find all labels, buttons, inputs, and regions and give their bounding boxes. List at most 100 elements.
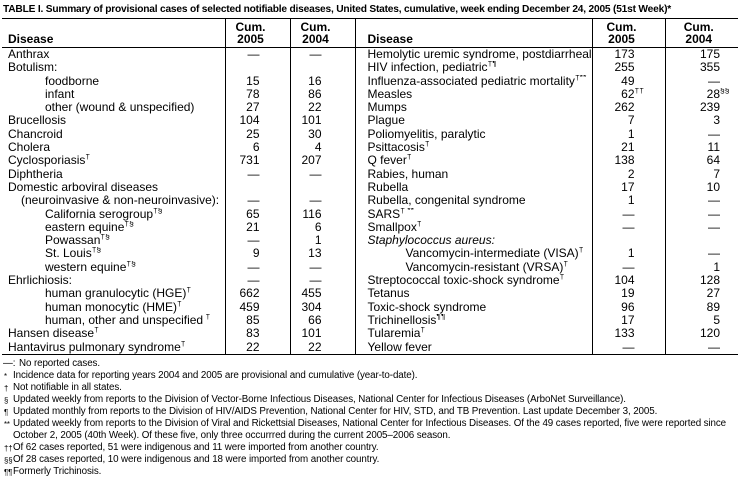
disease-label: Plague — [367, 114, 405, 128]
value: 11 — [707, 141, 720, 155]
value: 138 — [614, 154, 635, 168]
value: 78 — [246, 87, 260, 101]
footnote-reference: †§ — [91, 247, 102, 255]
value-cell — [224, 61, 290, 75]
value-cell — [664, 234, 738, 248]
value: — — [309, 194, 322, 208]
value-cell: 120 — [664, 327, 738, 341]
value-cell: 65 — [224, 207, 290, 221]
footnote-reference: † — [203, 313, 211, 321]
disease-label: Cholera — [8, 141, 51, 155]
footnote-marker: ¶¶ — [4, 467, 13, 477]
value-cell: 83 — [224, 327, 290, 341]
table-body: Anthrax — — Hemolytic uremic syndrome, post… — [2, 47, 738, 355]
value: 2 — [627, 167, 635, 181]
disease-cell: Smallpox† — [354, 220, 592, 235]
value-cell: — — [224, 234, 290, 248]
footnote-marker: †† — [4, 443, 13, 453]
disease-label: Tetanus — [367, 287, 410, 301]
value-cell: 2 — [591, 167, 665, 181]
value-cell: 101 — [289, 327, 355, 341]
value-cell: 64 — [664, 154, 738, 168]
value-cell: 22 — [224, 340, 290, 355]
disease-cell: Cyclosporiasis† — [2, 154, 225, 167]
table-row: Diphtheria — — Rabies, human 2 7 — [2, 167, 738, 181]
table-row: Cyclosporiasis† 731 207 Q fever† 138 64 — [2, 154, 738, 168]
value-cell: 133 — [591, 327, 665, 341]
disease-cell: other (wound & unspecified) — [2, 101, 225, 114]
disease-cell: Streptococcal toxic-shock syndrome† — [354, 274, 592, 288]
value: 104 — [239, 114, 260, 128]
disease-label: Rubella — [367, 180, 409, 194]
column-header-cum-2005-left: Cum. 2005 — [224, 18, 290, 48]
header-row: Disease Cum. 2005 Cum. 2004 Disease Cum.… — [2, 18, 738, 48]
value: — — [309, 167, 322, 181]
footnote-marker: §§ — [4, 455, 13, 465]
value-cell: 13 — [289, 247, 355, 261]
value-cell: 128 — [664, 274, 738, 288]
value: 85 — [246, 313, 260, 327]
value: 22 — [308, 340, 322, 354]
value: 19 — [621, 287, 635, 301]
value-cell: 10 — [664, 180, 738, 195]
footnote-text: Of 62 cases reported, 51 were indigenous… — [13, 441, 379, 453]
value-cell: 89 — [664, 300, 738, 314]
value: 662 — [239, 287, 260, 301]
value-cell: 22 — [289, 101, 355, 115]
disease-label: Rubella, congenital syndrome — [367, 194, 526, 208]
table-row: western equine†§ — — Vancomycin-resistant (… — [2, 260, 738, 275]
value-cell: 104 — [591, 274, 665, 288]
footnote-reference: † — [186, 287, 192, 295]
column-header-cum-2004-right: Cum. 2004 — [664, 18, 738, 48]
disease-cell: California serogroup†§ — [2, 208, 225, 221]
value: — — [309, 47, 322, 61]
table-row: Powassan†§ — 1 Staphylococcus aureus: — [2, 234, 738, 248]
value-cell: — — [664, 194, 738, 208]
disease-label: Toxic-shock syndrome — [367, 300, 487, 314]
disease-label: infant — [45, 87, 75, 101]
value: — — [309, 274, 322, 288]
value-cell: — — [289, 47, 355, 62]
footnote: †† Of 62 cases reported, 51 were indigeno… — [2, 442, 738, 454]
footnote-reference: ¶¶ — [436, 313, 446, 321]
footnote: —: No reported cases. — [2, 358, 738, 370]
value-cell — [591, 234, 665, 248]
value: — — [708, 127, 720, 141]
footnote-text: Of 28 cases reported, 10 were indigenous… — [13, 453, 380, 465]
value: 6 — [314, 220, 322, 234]
value-cell: 49 — [591, 74, 665, 88]
footnote-reference: †¶ — [487, 61, 497, 69]
footnote-reference: † — [563, 260, 569, 268]
table-row: Domestic arboviral diseases Rubella 17 10 — [2, 180, 738, 195]
footnote-text: Updated monthly from reports to the Divi… — [13, 405, 658, 417]
value: — — [622, 260, 635, 274]
value: 96 — [621, 300, 635, 314]
disease-cell: Yellow fever — [354, 340, 592, 355]
value: — — [622, 340, 635, 354]
value-cell: 11 — [664, 141, 738, 155]
footnote-reference: † — [177, 300, 182, 308]
value: — — [247, 167, 260, 181]
value-cell: 7 — [591, 114, 665, 128]
disease-cell: Mumps — [354, 101, 592, 115]
footnote: § Updated weekly from reports to the Divi… — [2, 394, 738, 406]
value-cell: — — [591, 340, 665, 355]
value-cell: 1 — [289, 234, 355, 248]
value: — — [247, 194, 260, 208]
footnote-reference: †§ — [153, 207, 163, 215]
value-cell: — — [224, 47, 290, 62]
value-cell: 17 — [591, 313, 665, 328]
disease-label: Vancomycin-intermediate (VISA) — [405, 247, 579, 261]
disease-label: Poliomyelitis, paralytic — [367, 127, 486, 141]
value: 1 — [713, 260, 720, 274]
disease-cell: Poliomyelitis, paralytic — [354, 127, 592, 142]
disease-label: Staphylococcus aureus: — [367, 234, 495, 248]
footnote-text: No reported cases. — [19, 357, 100, 369]
disease-cell: (neuroinvasive & non-neuroinvasive): — [2, 194, 225, 207]
value: 49 — [621, 74, 635, 88]
value: 66 — [308, 313, 322, 327]
value: 239 — [699, 101, 720, 115]
value-cell: — — [289, 274, 355, 288]
value: 62 — [621, 87, 635, 101]
disease-cell: Botulism: — [2, 61, 225, 74]
